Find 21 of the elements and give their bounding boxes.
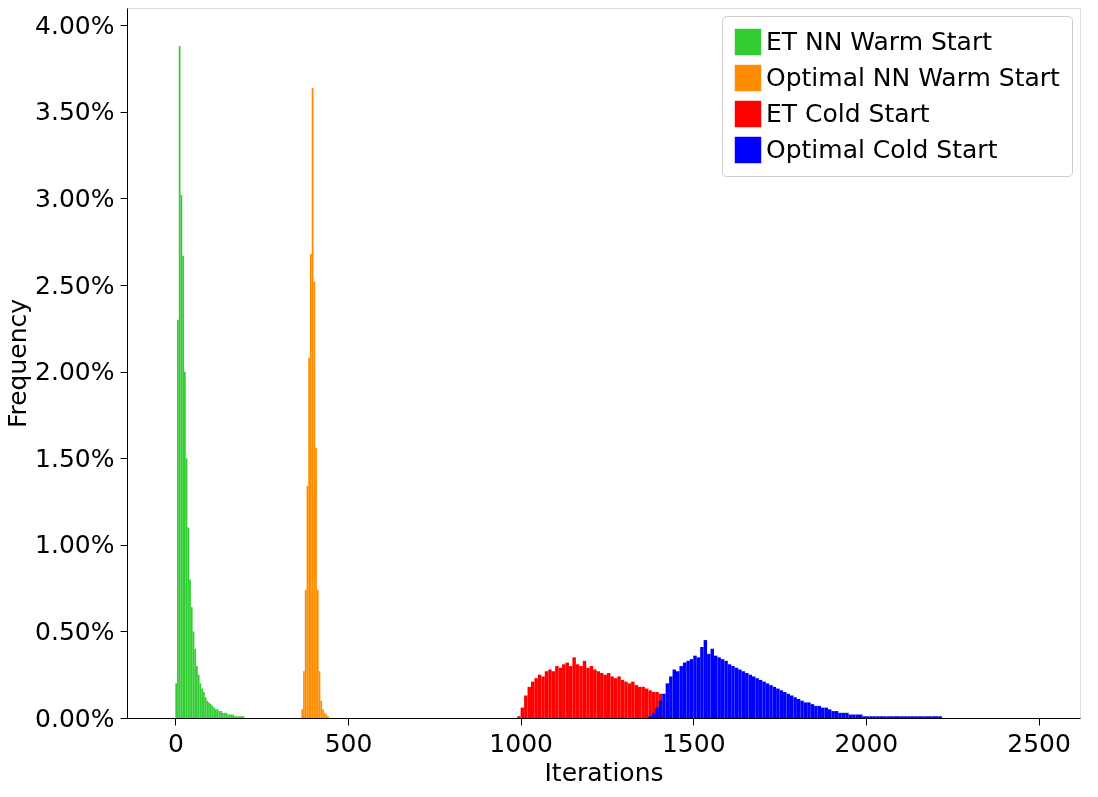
- x-tick-label: 2000: [834, 728, 899, 758]
- y-axis-title: Frequency: [3, 298, 33, 429]
- x-tick-label: 1500: [661, 728, 726, 758]
- x-tick-label: 1000: [489, 728, 553, 758]
- y-tick-label: 4.00%: [35, 10, 115, 40]
- y-tick-label: 0.50%: [35, 616, 115, 646]
- legend-label: ET NN Warm Start: [766, 27, 993, 56]
- y-tick-label: 1.00%: [35, 530, 115, 560]
- y-tick-label: 2.50%: [35, 270, 115, 300]
- legend-label: Optimal NN Warm Start: [766, 63, 1061, 92]
- x-tick-label: 0: [167, 728, 184, 758]
- y-tick-label: 2.00%: [35, 357, 115, 387]
- y-tick-label: 3.50%: [35, 97, 115, 127]
- y-tick-label: 0.00%: [35, 703, 115, 733]
- x-axis-title: Iterations: [544, 757, 664, 787]
- x-tick-label: 500: [324, 728, 373, 758]
- y-tick-label: 3.00%: [35, 183, 115, 213]
- legend-label: Optimal Cold Start: [766, 135, 998, 164]
- legend-label: ET Cold Start: [766, 99, 930, 128]
- x-tick-label: 2500: [1007, 728, 1071, 758]
- y-tick-label: 1.50%: [35, 443, 115, 473]
